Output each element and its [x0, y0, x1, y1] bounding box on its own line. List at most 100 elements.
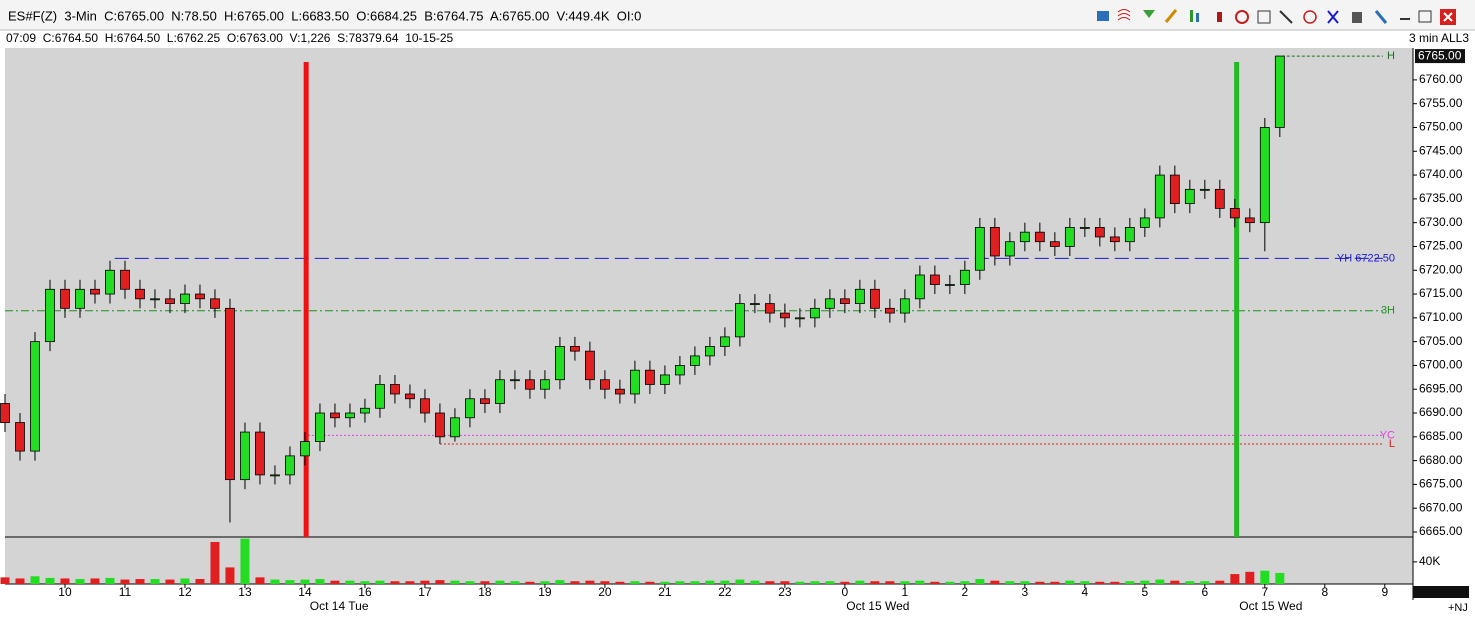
candle-body	[1004, 241, 1015, 257]
candle-body	[854, 288, 865, 304]
title-bar	[0, 0, 1475, 30]
y-tick-label: 6685.00	[1419, 429, 1463, 443]
y-tick-label: 6695.00	[1419, 381, 1463, 395]
candle-body	[914, 274, 925, 300]
tool-icon[interactable]	[1374, 10, 1388, 24]
volume-bar	[855, 580, 865, 584]
candle-body	[660, 374, 670, 385]
volume-bar	[240, 538, 250, 584]
volume-bar	[750, 580, 760, 584]
candle-body	[465, 398, 475, 419]
volume-bar	[30, 576, 40, 584]
x-tick-label: 12	[178, 585, 192, 599]
volume-bar	[1125, 581, 1135, 584]
volume-bar	[435, 580, 445, 584]
tool-icon[interactable]	[1217, 12, 1222, 22]
volume-bar	[75, 579, 85, 584]
tool-icon[interactable]	[1303, 10, 1317, 24]
volume-bar	[390, 581, 400, 584]
volume-bar	[420, 580, 430, 584]
price-pane	[5, 48, 1413, 537]
tool-icon[interactable]	[1097, 11, 1109, 21]
candle-body	[600, 379, 610, 390]
y-tick-label: 6755.00	[1419, 96, 1463, 110]
volume-bar	[630, 581, 640, 584]
x-tick-label: 11	[119, 585, 132, 599]
bar-info: 07:09 C:6764.50 H:6764.50 L:6762.25 O:67…	[6, 31, 454, 45]
candle-body	[690, 355, 700, 366]
date-label: Oct 15 Wed	[1239, 599, 1302, 613]
candle-body	[884, 307, 895, 314]
volume-bar	[765, 581, 775, 584]
toolbar[interactable]	[1097, 9, 1456, 25]
scroll-buttons[interactable]	[1413, 586, 1469, 598]
x-tick-label: 1	[902, 585, 909, 599]
volume-bar	[1140, 580, 1150, 584]
candle-body	[495, 379, 505, 404]
x-tick-label: 6	[1201, 585, 1208, 599]
volume-bar	[105, 577, 115, 584]
volume-bar	[120, 579, 130, 584]
x-tick-label: 3	[1022, 585, 1029, 599]
volume-bar	[720, 580, 730, 584]
volume-bar	[465, 581, 475, 584]
volume-bar	[690, 581, 700, 584]
volume-bar	[345, 580, 355, 584]
candle-body	[1229, 207, 1240, 219]
x-tick-label: 16	[358, 585, 372, 599]
candle-body	[1154, 174, 1165, 219]
restore-button[interactable]	[1418, 10, 1432, 23]
y-tick-label: 6715.00	[1419, 286, 1463, 300]
close-glyph[interactable]	[1443, 12, 1453, 22]
volume-bar	[1035, 581, 1045, 584]
candle-body	[330, 412, 340, 419]
tool-icon[interactable]	[1196, 13, 1199, 22]
volume-bar	[645, 581, 655, 584]
volume-bar	[915, 580, 925, 584]
candle-body	[734, 303, 745, 338]
minimize-button[interactable]	[1400, 18, 1410, 20]
candle-body	[839, 298, 850, 304]
tool-icon[interactable]	[1257, 10, 1271, 24]
volume-bar	[195, 579, 205, 584]
volume-bar	[495, 580, 505, 584]
candle-body	[1034, 231, 1045, 243]
tool-icon[interactable]	[1327, 10, 1339, 24]
y-tick-label: 6760.00	[1419, 72, 1463, 86]
candle-body	[959, 269, 970, 285]
corner-label: +NJ	[1448, 602, 1468, 614]
volume-bar	[840, 581, 850, 584]
timeframe-label: 3 min ALL3	[1409, 31, 1469, 45]
tool-icon[interactable]	[1117, 9, 1131, 21]
candle-body	[300, 441, 310, 457]
y-tick-label: 6725.00	[1419, 239, 1463, 253]
volume-bar	[270, 579, 280, 584]
tool-icon[interactable]	[1279, 10, 1293, 24]
candle-body	[615, 388, 625, 395]
volume-bar	[1110, 581, 1120, 584]
candle-body	[719, 336, 730, 347]
tool-icon[interactable]	[1235, 10, 1249, 24]
volume-bar	[900, 581, 910, 584]
volume-bar	[885, 581, 895, 584]
volume-bar	[525, 581, 535, 584]
tool-icon[interactable]	[1164, 9, 1178, 23]
tool-icon[interactable]	[1352, 12, 1362, 23]
tool-icon[interactable]	[1190, 10, 1193, 22]
session-marker	[1234, 62, 1240, 537]
x-tick-label: 17	[418, 585, 432, 599]
level-label: H	[1387, 50, 1395, 62]
tool-icon[interactable]	[1143, 10, 1155, 18]
candle-body	[525, 379, 535, 390]
candle-body	[450, 417, 460, 438]
x-tick-label: 10	[58, 585, 72, 599]
candle-body	[705, 345, 715, 357]
level-label: L	[1389, 438, 1395, 450]
volume-bar	[1095, 581, 1105, 584]
candle-body	[630, 369, 640, 395]
x-tick-label: 5	[1141, 585, 1148, 599]
candle-body	[240, 431, 250, 481]
candle-body	[974, 227, 985, 271]
